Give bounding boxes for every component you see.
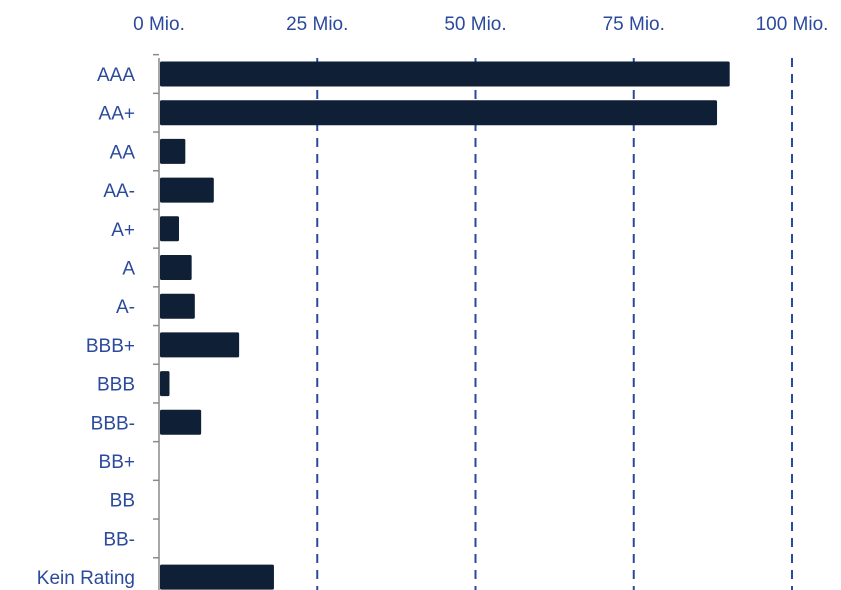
- category-label: AA-: [103, 181, 135, 202]
- category-label: BBB-: [91, 413, 135, 434]
- category-label: A-: [116, 297, 135, 318]
- category-label: AA+: [99, 104, 135, 125]
- x-tick-label-1: 25 Mio.: [286, 14, 348, 35]
- category-label: AAA: [97, 65, 135, 86]
- bar-a: [160, 255, 192, 280]
- category-label: BBB: [97, 375, 135, 396]
- category-label: BBB+: [86, 336, 135, 357]
- bar-bbb: [160, 409, 202, 435]
- x-tick-label-4: 100 Mio.: [756, 14, 829, 35]
- x-tick-label-2: 50 Mio.: [444, 14, 506, 35]
- x-tick-labels: 0 Mio. 25 Mio. 50 Mio. 75 Mio. 100 Mio.: [133, 14, 828, 35]
- bar-aaa: [160, 61, 730, 87]
- category-label: BB: [110, 491, 135, 512]
- bar-a: [160, 293, 195, 319]
- category-labels: AAAAA+AAAA-A+AA-BBB+BBBBBB-BB+BBBB-Kein …: [37, 65, 136, 589]
- grid-lines: [316, 58, 793, 590]
- x-tick-label-0: 0 Mio.: [133, 14, 185, 35]
- category-label: A: [122, 259, 135, 280]
- category-label: A+: [111, 220, 135, 241]
- category-label: Kein Rating: [37, 568, 135, 589]
- bar-a: [160, 216, 179, 242]
- bar-aa: [160, 177, 214, 203]
- category-label: BB+: [99, 452, 135, 473]
- bar-aa: [160, 138, 186, 164]
- bar-kein-rating: [160, 564, 274, 590]
- y-axis: [153, 53, 160, 590]
- bar-bbb: [160, 371, 170, 397]
- x-tick-label-3: 75 Mio.: [603, 14, 665, 35]
- bar-aa: [160, 100, 718, 126]
- category-label: AA: [110, 142, 136, 163]
- bars: [160, 61, 730, 590]
- category-label: BB-: [103, 529, 135, 550]
- bar-bbb: [160, 332, 240, 358]
